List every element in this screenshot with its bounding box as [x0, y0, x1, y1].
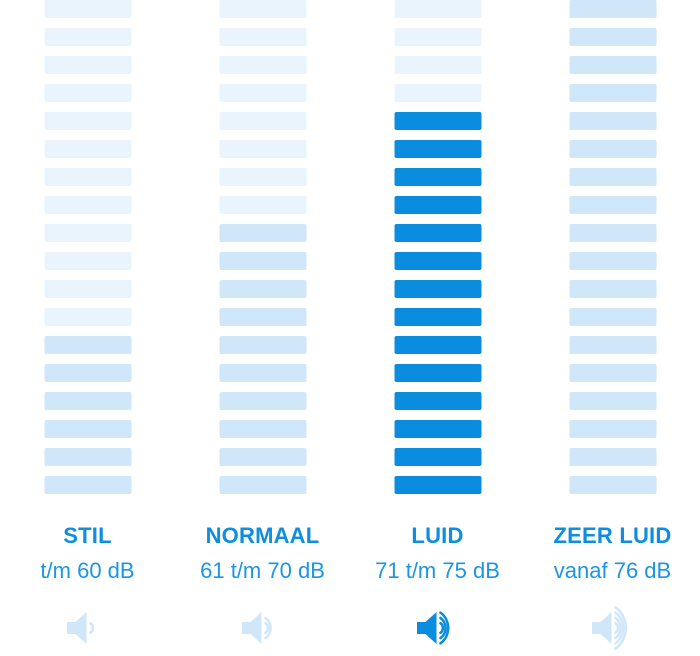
meter-bar — [394, 0, 481, 18]
meter-bar — [44, 364, 131, 382]
meter-bar — [219, 56, 306, 74]
meter-bar — [569, 364, 656, 382]
meter-bar — [219, 364, 306, 382]
meter-bar — [44, 140, 131, 158]
meter-column-normaal — [175, 0, 350, 510]
meter-bar — [394, 308, 481, 326]
meter-column-zeer-luid — [525, 0, 700, 510]
meter-bar — [44, 392, 131, 410]
meter-bar — [44, 336, 131, 354]
meter-column-luid — [350, 0, 525, 510]
meter-bar — [394, 224, 481, 242]
speaker-volume-low-icon — [57, 606, 119, 650]
meter-bar — [394, 392, 481, 410]
meter-bar — [44, 280, 131, 298]
meter-bar — [394, 56, 481, 74]
meter-bar — [569, 140, 656, 158]
meter-bars-stil — [44, 0, 131, 510]
meter-bar — [44, 168, 131, 186]
speaker-volume-high-icon — [407, 606, 469, 650]
category-range-luid: 71 t/m 75 dB — [375, 558, 500, 583]
category-zeer-luid: ZEER LUID vanaf 76 dB — [525, 510, 700, 656]
speaker-volume-max-icon — [582, 606, 644, 650]
category-range-stil: t/m 60 dB — [40, 558, 135, 583]
meter-bar — [219, 112, 306, 130]
meter-bar — [569, 336, 656, 354]
meter-bar — [569, 280, 656, 298]
meter-bar — [44, 252, 131, 270]
meter-bar — [219, 420, 306, 438]
category-normaal: NORMAAL 61 t/m 70 dB — [175, 510, 350, 656]
meter-bar — [44, 224, 131, 242]
category-luid: LUID 71 t/m 75 dB — [350, 510, 525, 656]
category-range-zeer-luid: vanaf 76 dB — [553, 558, 672, 583]
meter-bar — [219, 224, 306, 242]
meter-bar — [569, 224, 656, 242]
category-labels: STIL t/m 60 dB NORMAAL 61 t/m 70 dB LUID… — [0, 510, 700, 656]
meter-bar — [569, 112, 656, 130]
meter-bar — [219, 280, 306, 298]
meter-bar — [219, 196, 306, 214]
meter-bar — [219, 392, 306, 410]
category-name-stil: STIL — [63, 523, 112, 548]
meter-bar — [569, 28, 656, 46]
meter-bar — [219, 28, 306, 46]
meter-bar — [569, 196, 656, 214]
meter-bar — [394, 28, 481, 46]
meter-bar — [44, 476, 131, 494]
meter-bar — [44, 0, 131, 18]
meter-bar — [394, 168, 481, 186]
category-stil: STIL t/m 60 dB — [0, 510, 175, 656]
meter-bars-normaal — [219, 0, 306, 510]
meter-bar — [569, 84, 656, 102]
meter-bar — [394, 476, 481, 494]
meter-bar — [569, 168, 656, 186]
meter-bar — [569, 392, 656, 410]
meter-bar — [569, 252, 656, 270]
meter-bar — [219, 448, 306, 466]
meter-bar — [44, 28, 131, 46]
speaker-volume-medium-icon — [232, 606, 294, 650]
meter-bar — [44, 308, 131, 326]
meter-bar — [44, 448, 131, 466]
category-name-luid: LUID — [411, 523, 464, 548]
meter-columns — [0, 0, 700, 510]
meter-bar — [569, 56, 656, 74]
meter-bar — [394, 364, 481, 382]
meter-bar — [219, 140, 306, 158]
meter-bar — [569, 420, 656, 438]
meter-bar — [219, 252, 306, 270]
category-range-normaal: 61 t/m 70 dB — [200, 558, 325, 583]
meter-bar — [44, 56, 131, 74]
category-name-zeer-luid: ZEER LUID — [553, 523, 672, 548]
meter-bar — [219, 476, 306, 494]
meter-bar — [569, 0, 656, 18]
meter-bar — [44, 112, 131, 130]
meter-bars-luid — [394, 0, 481, 510]
meter-bar — [44, 84, 131, 102]
meter-bar — [394, 252, 481, 270]
meter-bar — [569, 308, 656, 326]
meter-bar — [394, 112, 481, 130]
meter-bar — [569, 476, 656, 494]
meter-bar — [394, 420, 481, 438]
meter-bar — [44, 420, 131, 438]
meter-bar — [219, 84, 306, 102]
meter-bar — [394, 84, 481, 102]
meter-bar — [219, 336, 306, 354]
meter-bar — [394, 280, 481, 298]
meter-bar — [44, 196, 131, 214]
meter-bars-zeer-luid — [569, 0, 656, 510]
meter-bar — [394, 336, 481, 354]
meter-bar — [394, 196, 481, 214]
meter-column-stil — [0, 0, 175, 510]
meter-bar — [394, 140, 481, 158]
meter-bar — [219, 308, 306, 326]
meter-bar — [219, 168, 306, 186]
meter-bar — [394, 448, 481, 466]
meter-bar — [219, 0, 306, 18]
category-name-normaal: NORMAAL — [205, 523, 320, 548]
meter-bar — [569, 448, 656, 466]
